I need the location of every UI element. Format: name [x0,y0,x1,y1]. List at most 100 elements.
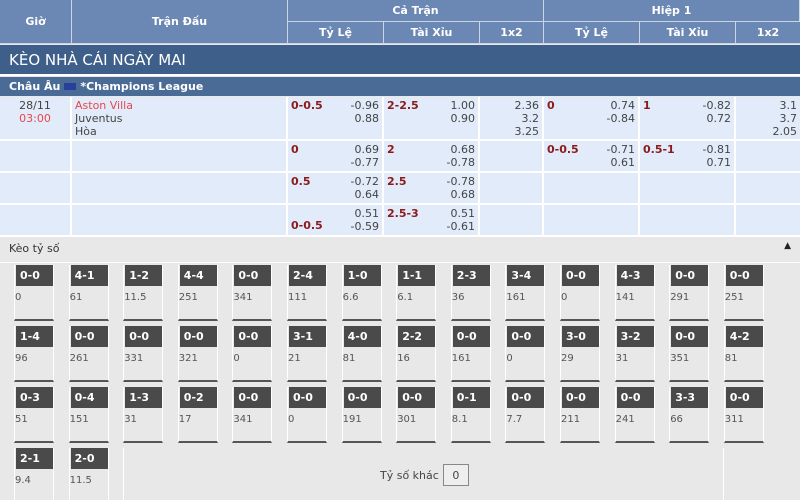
score-tile[interactable]: 0-3 51 [14,387,54,443]
score-tile[interactable]: 0-0 191 [341,387,382,443]
odd-value[interactable]: 0.72 [706,112,732,125]
score-tile[interactable]: 0-0 341 [232,265,273,321]
score-tile[interactable]: 3-4 161 [505,265,546,321]
ft-handicap-odds[interactable]: -0.72 0.64 [351,175,379,201]
score-tile[interactable]: 0-0 251 [723,265,764,321]
odd-value[interactable]: -0.61 [446,220,475,233]
ft-over-under-odds[interactable]: 0.68 -0.78 [447,143,475,169]
odd-value[interactable]: -0.78 [446,156,475,169]
score-tile[interactable]: 0-0 211 [560,387,600,443]
score-tile[interactable]: 1-1 6.1 [396,265,437,321]
h1-over-under-odds[interactable]: -0.81 0.71 [703,143,731,169]
score-tile[interactable]: 0-0 351 [669,326,710,382]
score-tile[interactable]: 0-0 161 [450,326,491,382]
score-tile[interactable]: 0-2 17 [177,387,218,443]
ft-over-under-odds[interactable]: 0.51 -0.61 [447,207,475,233]
score-tile[interactable]: 4-4 251 [177,265,218,321]
odd-value[interactable]: -0.59 [350,220,379,233]
score-tile[interactable]: 2-1 9.4 [14,448,54,500]
score-tile[interactable]: 2-3 36 [450,265,491,321]
odd-value[interactable]: -0.72 [350,175,379,188]
score-tile[interactable]: 0-0 0 [232,326,273,382]
score-tile[interactable]: 0-0 341 [232,387,273,443]
score-tile[interactable]: 0-0 0 [287,387,327,443]
score-tile[interactable]: 4-3 141 [614,265,655,321]
odd-value[interactable]: 0.88 [354,112,380,125]
score-odd: 141 [615,292,635,303]
score-tile[interactable]: 0-0 7.7 [505,387,546,443]
score-tile[interactable]: 2-4 111 [287,265,327,321]
away-team[interactable]: Juventus [75,112,123,125]
score-tile[interactable]: 1-4 96 [14,326,54,382]
score-tile[interactable]: 2-0 11.5 [68,448,109,500]
score-tile[interactable]: 0-4 151 [68,387,109,443]
odd-value[interactable]: 0.69 [354,143,380,156]
score-odd: 36 [451,292,465,303]
ft-handicap-odds[interactable]: 0.51 -0.59 [351,207,379,233]
odd-value[interactable]: -0.82 [702,99,731,112]
score-tile[interactable]: 3-2 31 [614,326,655,382]
cell [736,141,800,171]
odd-value[interactable]: -0.84 [606,112,635,125]
score-tile[interactable]: 0-0 321 [177,326,218,382]
score-tile[interactable]: 0-0 301 [396,387,437,443]
score-tile[interactable]: 0-0 0 [560,265,600,321]
odd-value[interactable]: -0.96 [350,99,379,112]
odd-value[interactable]: 2.05 [772,125,798,138]
ft-over-under-odds[interactable]: -0.78 0.68 [447,175,475,201]
odd-value[interactable]: 3.1 [779,99,798,112]
score-tile[interactable]: 4-1 61 [68,265,109,321]
league-row[interactable]: Châu Âu *Champions League [0,77,800,96]
odd-value[interactable]: 0.68 [450,188,476,201]
odd-value[interactable]: 0.71 [706,156,732,169]
odd-value[interactable]: 0.51 [354,207,380,220]
odd-value[interactable]: 0.51 [450,207,476,220]
score-tile[interactable]: 2-2 16 [396,326,437,382]
odd-value[interactable]: 1.00 [450,99,476,112]
score-tile[interactable]: 1-2 11.5 [123,265,164,321]
score-tile[interactable]: 0-1 8.1 [450,387,491,443]
odd-value[interactable]: 2.36 [514,99,540,112]
other-score-value[interactable]: 0 [442,464,469,486]
score-tile[interactable]: 0-0 261 [68,326,109,382]
score-tile[interactable]: 4-2 81 [723,326,764,382]
score-tile[interactable]: 3-3 66 [669,387,710,443]
odd-value[interactable]: 0.90 [450,112,476,125]
triangle-up-icon[interactable]: ▲ [784,241,791,251]
score-tile[interactable]: 4-0 81 [341,326,382,382]
score-tile[interactable]: 0-0 0 [14,265,54,321]
h1-handicap-odds[interactable]: -0.71 0.61 [607,143,635,169]
h1-1x2-odds[interactable]: 3.1 3.7 2.05 [773,99,798,138]
odd-value[interactable]: 0.74 [610,99,636,112]
h1-over-under-odds[interactable]: -0.82 0.72 [703,99,731,125]
score-tile[interactable]: 3-1 21 [287,326,327,382]
odd-value[interactable]: -0.71 [606,143,635,156]
ft-handicap-odds[interactable]: 0.69 -0.77 [351,143,379,169]
score-tile[interactable]: 0-0 241 [614,387,655,443]
odd-value[interactable]: 3.2 [521,112,540,125]
score-tile[interactable]: 0-0 311 [723,387,764,443]
h1-handicap-odds[interactable]: 0.74 -0.84 [607,99,635,125]
odd-value[interactable]: 3.25 [514,125,540,138]
score-tile[interactable]: 1-3 31 [123,387,164,443]
cell [640,205,736,235]
odd-value[interactable]: -0.77 [350,156,379,169]
odd-value[interactable]: -0.81 [702,143,731,156]
h1-handicap-line: 0 [547,99,555,112]
odd-value[interactable]: -0.78 [446,175,475,188]
ft-over-under-odds[interactable]: 1.00 0.90 [451,99,476,125]
score-tile[interactable]: 0-0 291 [669,265,710,321]
ft-handicap-odds[interactable]: -0.96 0.88 [351,99,379,125]
score-tile[interactable]: 1-0 6.6 [341,265,382,321]
odd-value[interactable]: 3.7 [779,112,798,125]
home-team[interactable]: Aston Villa [75,99,133,112]
ft-1x2-odds[interactable]: 2.36 3.2 3.25 [515,99,540,138]
score-label: 0-0 [70,326,108,347]
odd-value[interactable]: 0.64 [354,188,380,201]
odd-value[interactable]: 0.68 [450,143,476,156]
score-tile[interactable]: 0-0 0 [505,326,546,382]
score-odd: 8.1 [451,414,468,425]
score-tile[interactable]: 0-0 331 [123,326,164,382]
score-tile[interactable]: 3-0 29 [560,326,600,382]
odd-value[interactable]: 0.61 [610,156,636,169]
